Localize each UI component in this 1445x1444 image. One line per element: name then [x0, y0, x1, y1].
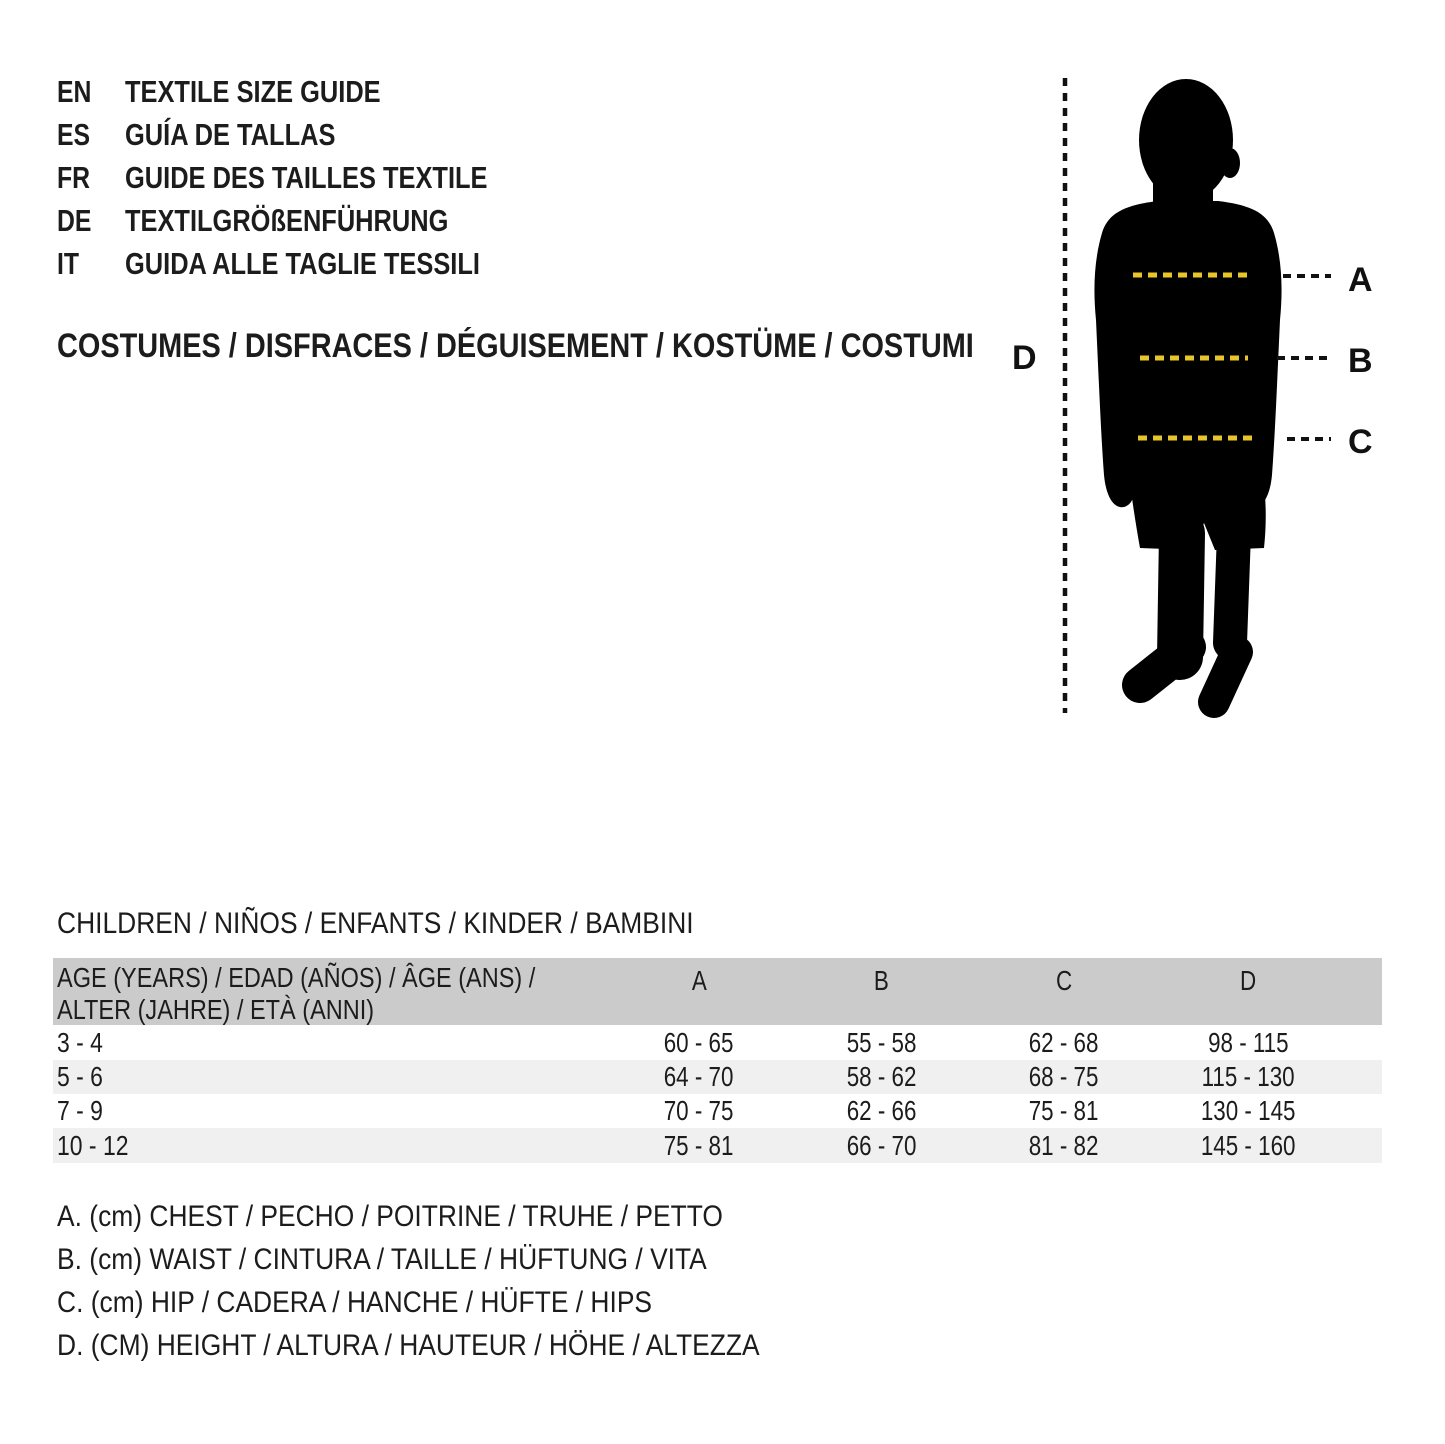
table-row: 5 - 6 64 - 70 58 - 62 68 - 75 115 - 130	[53, 1060, 1382, 1094]
guide-title-fr: GUIDE DES TAILLES TEXTILE	[125, 159, 488, 195]
height-value-cell: 130 - 145	[1201, 1095, 1296, 1126]
column-header-c: C	[1055, 965, 1073, 996]
hip-value-cell: 81 - 82	[1029, 1129, 1099, 1161]
language-row-es: ES GUÍA DE TALLAS	[57, 113, 567, 156]
waist-label: B	[1348, 342, 1373, 380]
age-cell: 10 - 12	[57, 1129, 129, 1161]
language-row-it: IT GUIDA ALLE TAGLIE TESSILI	[57, 242, 567, 285]
age-header-line1: AGE (YEARS) / EDAD (AÑOS) / ÂGE (ANS) /	[57, 962, 536, 993]
column-header-b: B	[874, 965, 889, 996]
children-size-table: AGE (YEARS) / EDAD (AÑOS) / ÂGE (ANS) / …	[53, 958, 1382, 1163]
language-code: FR	[57, 159, 91, 195]
age-header-line2: ALTER (JAHRE) / ETÀ (ANNI)	[57, 994, 375, 1025]
child-silhouette-figure: A B C D	[1012, 78, 1373, 718]
hip-label: C	[1348, 423, 1373, 461]
table-header-row: AGE (YEARS) / EDAD (AÑOS) / ÂGE (ANS) / …	[53, 958, 1382, 1025]
waist-value-cell: 66 - 70	[846, 1129, 917, 1161]
height-label: D	[1012, 339, 1037, 377]
children-section-title: CHILDREN / NIÑOS / ENFANTS / KINDER / BA…	[57, 907, 694, 940]
table-row: 3 - 4 60 - 65 55 - 58 62 - 68 98 - 115	[53, 1025, 1382, 1060]
height-value-cell: 98 - 115	[1208, 1026, 1289, 1058]
column-header-d: D	[1240, 965, 1257, 996]
chest-value-cell: 60 - 65	[664, 1026, 734, 1058]
language-code: IT	[57, 245, 80, 281]
guide-title-es: GUÍA DE TALLAS	[125, 116, 336, 152]
guide-title-it: GUIDA ALLE TAGLIE TESSILI	[125, 245, 480, 281]
age-cell: 3 - 4	[57, 1026, 103, 1058]
chest-value-cell: 64 - 70	[664, 1061, 734, 1092]
chest-value-cell: 70 - 75	[664, 1095, 734, 1126]
legend-hip: C. (cm) HIP / CADERA / HANCHE / HÜFTE / …	[57, 1286, 653, 1319]
hip-value-cell: 62 - 68	[1029, 1026, 1099, 1058]
measurement-legend: A. (cm) CHEST / PECHO / POITRINE / TRUHE…	[57, 1195, 855, 1367]
language-row-fr: FR GUIDE DES TAILLES TEXTILE	[57, 156, 567, 199]
language-code: ES	[57, 116, 91, 152]
chest-value-cell: 75 - 81	[664, 1129, 734, 1161]
height-value-cell: 145 - 160	[1201, 1129, 1296, 1161]
language-list: EN TEXTILE SIZE GUIDE ES GUÍA DE TALLAS …	[57, 70, 567, 285]
table-row: 10 - 12 75 - 81 66 - 70 81 - 82 145 - 16…	[53, 1128, 1382, 1163]
legend-chest: A. (cm) CHEST / PECHO / POITRINE / TRUHE…	[57, 1200, 723, 1233]
child-silhouette	[1094, 79, 1282, 718]
category-title: COSTUMES / DISFRACES / DÉGUISEMENT / KOS…	[57, 327, 974, 365]
legend-height: D. (CM) HEIGHT / ALTURA / HAUTEUR / HÖHE…	[57, 1329, 760, 1362]
chest-label: A	[1348, 261, 1373, 299]
age-header-cell: AGE (YEARS) / EDAD (AÑOS) / ÂGE (ANS) / …	[53, 958, 608, 1026]
language-code: EN	[57, 73, 92, 109]
language-row-de: DE TEXTILGRÖßENFÜHRUNG	[57, 199, 567, 242]
age-cell: 7 - 9	[57, 1095, 103, 1126]
table-row: 7 - 9 70 - 75 62 - 66 75 - 81 130 - 145	[53, 1094, 1382, 1128]
waist-value-cell: 62 - 66	[846, 1095, 917, 1126]
guide-title-de: TEXTILGRÖßENFÜHRUNG	[125, 202, 449, 238]
hip-value-cell: 68 - 75	[1029, 1061, 1099, 1092]
language-code: DE	[57, 202, 92, 238]
legend-waist: B. (cm) WAIST / CINTURA / TAILLE / HÜFTU…	[57, 1243, 707, 1276]
height-value-cell: 115 - 130	[1202, 1061, 1295, 1092]
waist-value-cell: 58 - 62	[846, 1061, 917, 1092]
column-header-a: A	[691, 965, 707, 996]
age-cell: 5 - 6	[57, 1061, 103, 1092]
guide-title-en: TEXTILE SIZE GUIDE	[125, 73, 381, 109]
waist-value-cell: 55 - 58	[846, 1026, 917, 1058]
language-row-en: EN TEXTILE SIZE GUIDE	[57, 70, 567, 113]
hip-value-cell: 75 - 81	[1029, 1095, 1099, 1126]
